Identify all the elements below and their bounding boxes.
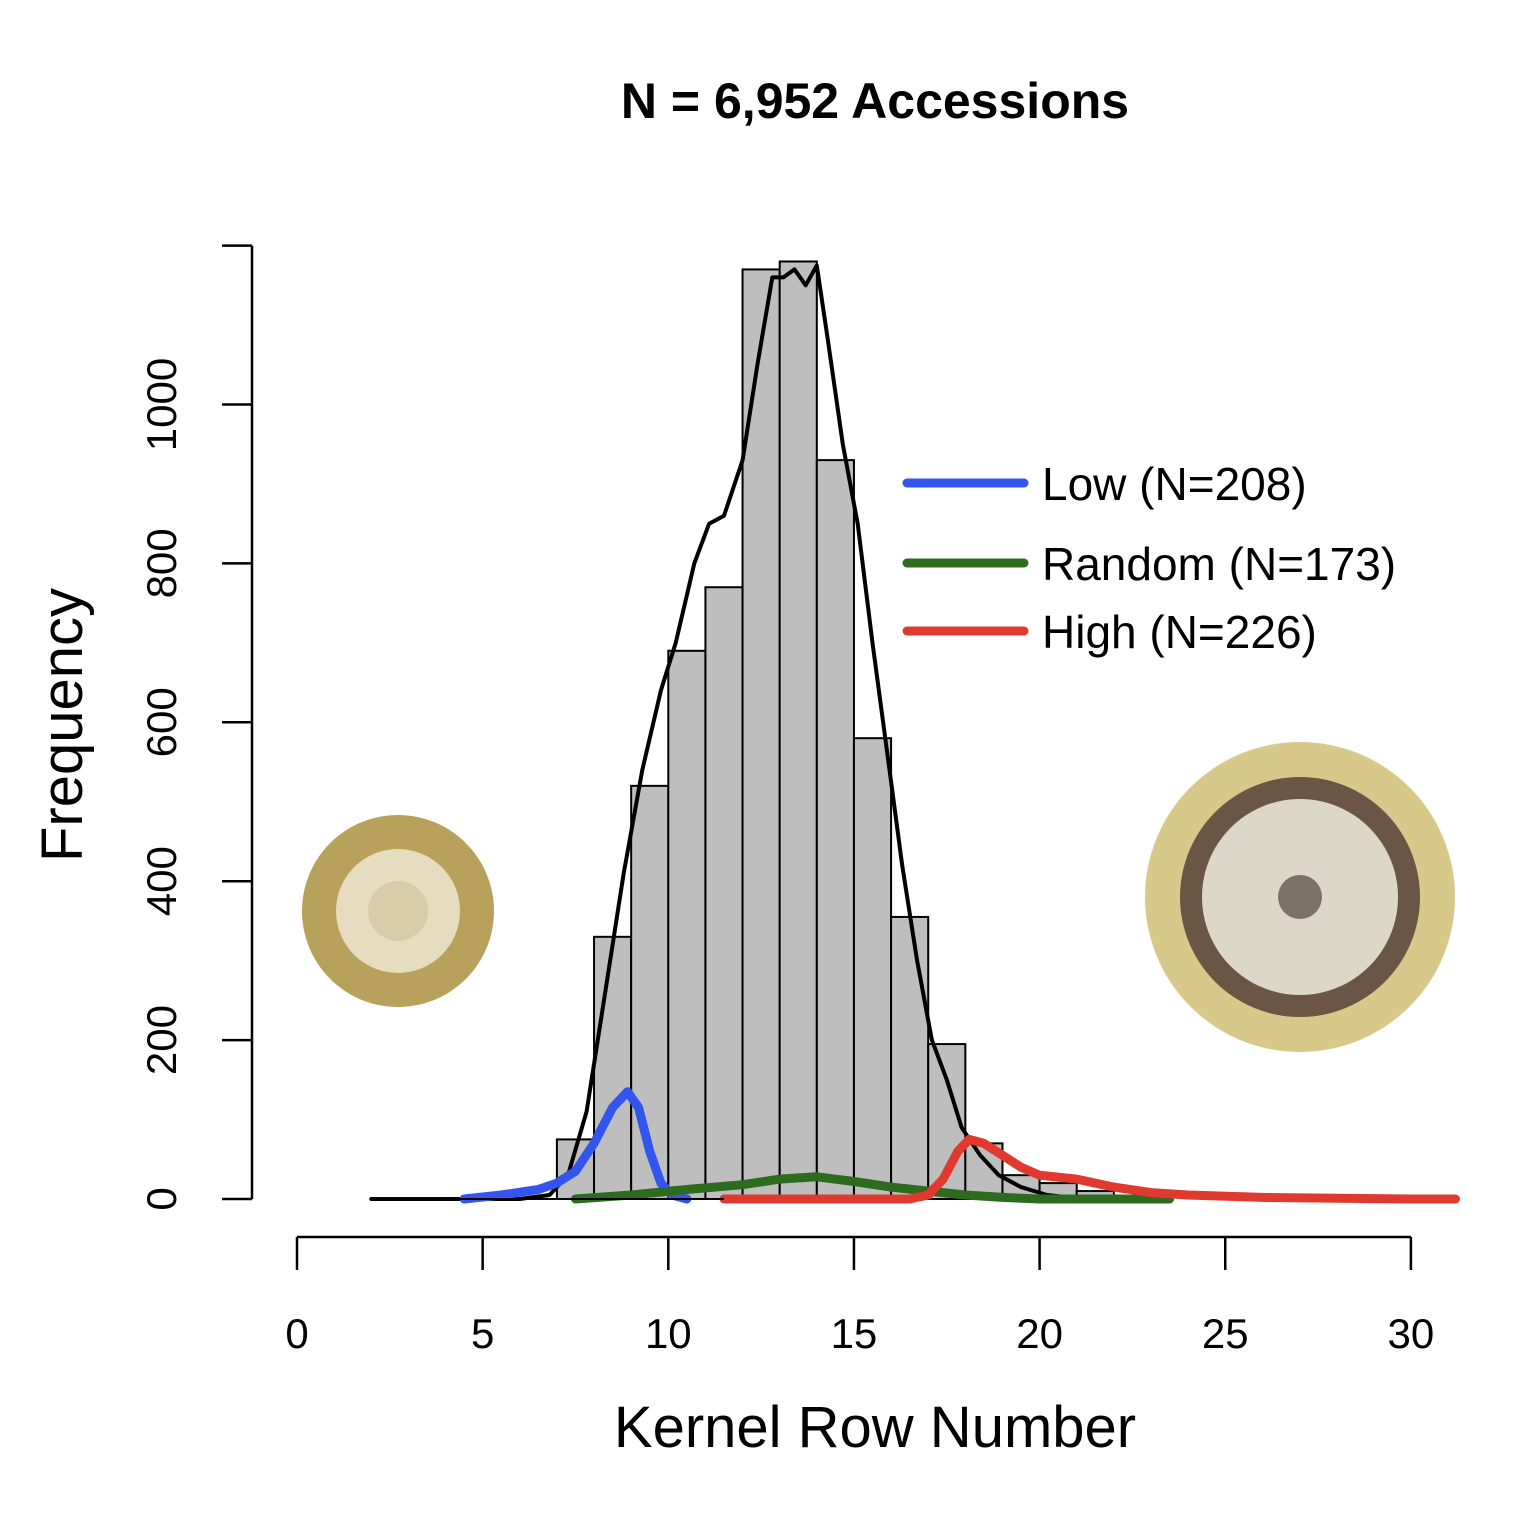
y-tick-label: 800 <box>138 528 185 598</box>
x-axis-label: Kernel Row Number <box>614 1395 1136 1460</box>
y-axis-label: Frequency <box>30 588 95 862</box>
large-cob-image <box>1145 742 1455 1052</box>
histogram-bar <box>778 260 818 1200</box>
x-tick-label: 25 <box>1202 1310 1249 1357</box>
legend-label: Random (N=173) <box>1042 538 1396 590</box>
x-tick-label: 30 <box>1388 1310 1435 1357</box>
legend-label: Low (N=208) <box>1042 458 1307 510</box>
legend-label: High (N=226) <box>1042 606 1317 658</box>
x-tick-label: 5 <box>471 1310 494 1357</box>
histogram-bar <box>667 649 707 1200</box>
histogram-bar <box>704 586 744 1200</box>
y-axis: 0 200 400 600 800 1000 <box>138 244 724 1211</box>
subgroup-curve <box>719 1134 1460 1204</box>
histogram-bar <box>852 737 893 1200</box>
legend: Low (N=208) Random (N=173) High (N=226) <box>902 458 1396 658</box>
y-tick-label: 0 <box>138 1187 185 1210</box>
y-tick-label: 1000 <box>138 358 185 451</box>
subgroup-curve <box>571 1172 1175 1204</box>
y-tick-label: 600 <box>138 687 185 757</box>
x-tick-label: 0 <box>285 1310 308 1357</box>
subgroup-curves-layer <box>459 1087 1460 1204</box>
histogram-bar <box>593 935 633 1200</box>
density-curve-layer <box>369 263 1116 1201</box>
y-tick-label: 400 <box>138 846 185 916</box>
histogram-bar <box>890 915 930 1200</box>
subgroup-curve <box>459 1087 692 1204</box>
histogram-bar <box>815 459 855 1200</box>
y-tick-label: 200 <box>138 1005 185 1075</box>
x-tick-label: 15 <box>831 1310 878 1357</box>
x-tick-label: 20 <box>1016 1310 1063 1357</box>
chart-title: N = 6,952 Accessions <box>621 73 1129 129</box>
small-cob-image <box>302 815 494 1007</box>
density-curve <box>369 263 1116 1201</box>
x-axis: 0 5 10 15 20 25 30 <box>285 1235 1435 1357</box>
histogram-bar <box>741 268 781 1200</box>
x-tick-label: 10 <box>645 1310 692 1357</box>
